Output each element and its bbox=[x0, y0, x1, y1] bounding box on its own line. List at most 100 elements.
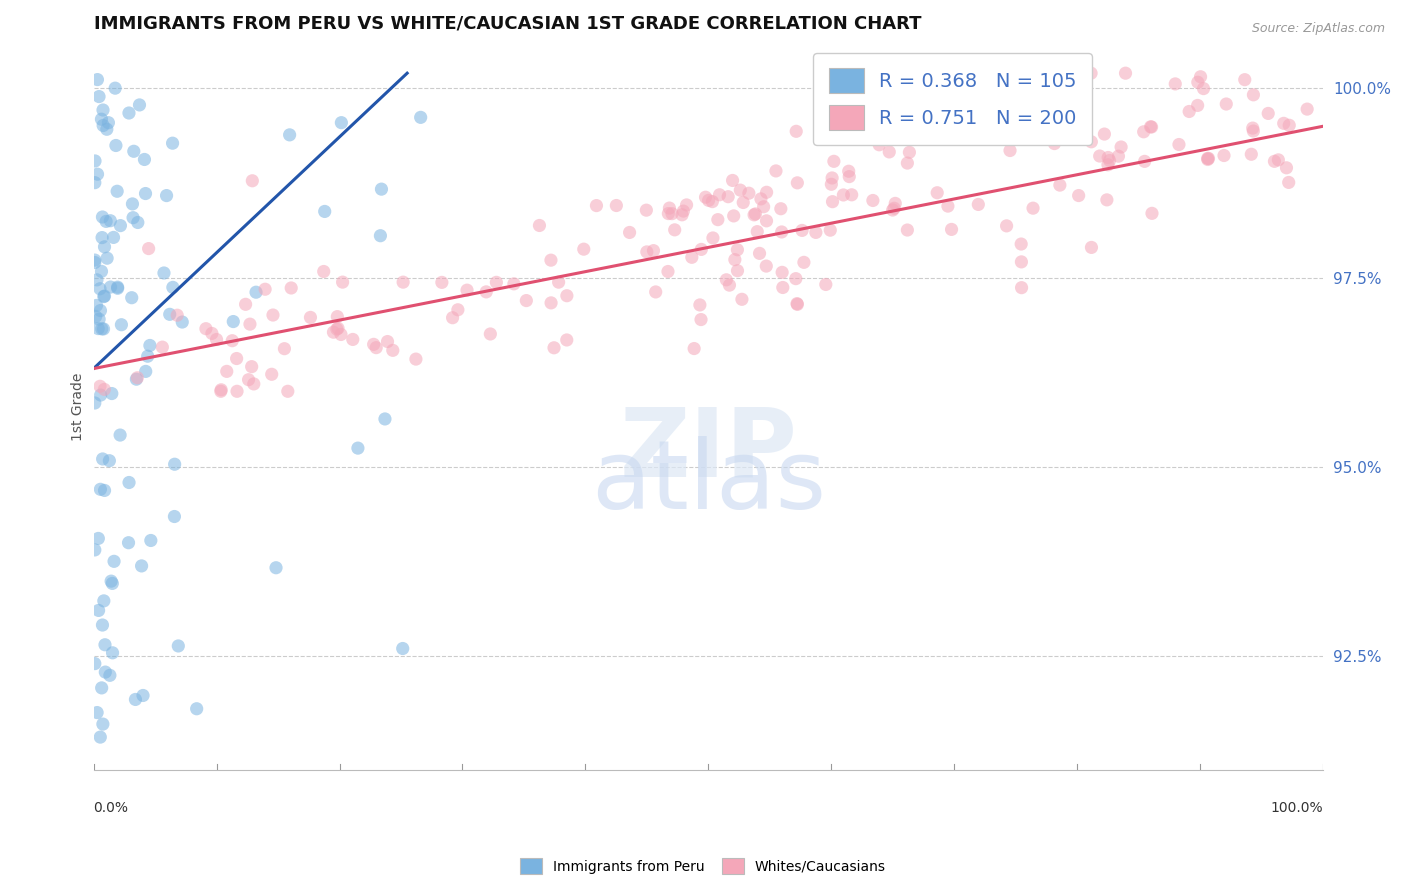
Point bbox=[572, 242, 595, 256]
Point bbox=[718, 278, 741, 293]
Text: 0.0%: 0.0% bbox=[94, 800, 128, 814]
Point bbox=[804, 226, 827, 240]
Point bbox=[475, 285, 498, 299]
Point bbox=[658, 201, 681, 215]
Point bbox=[724, 252, 747, 267]
Text: 100.0%: 100.0% bbox=[1271, 800, 1323, 814]
Point bbox=[221, 334, 243, 348]
Point bbox=[786, 296, 808, 310]
Point bbox=[90, 681, 112, 695]
Point bbox=[86, 72, 108, 87]
Point bbox=[110, 318, 132, 332]
Point bbox=[709, 187, 731, 202]
Point bbox=[1296, 102, 1319, 116]
Point bbox=[366, 341, 388, 355]
Point bbox=[91, 618, 114, 632]
Point bbox=[1241, 87, 1264, 102]
Point bbox=[342, 333, 364, 347]
Point bbox=[820, 223, 842, 237]
Point bbox=[936, 199, 959, 213]
Point bbox=[515, 293, 537, 308]
Point bbox=[547, 275, 569, 289]
Point bbox=[1275, 161, 1298, 175]
Point bbox=[215, 364, 238, 378]
Point bbox=[245, 285, 267, 300]
Point bbox=[155, 188, 177, 202]
Point bbox=[723, 209, 745, 223]
Point bbox=[122, 211, 145, 225]
Point bbox=[86, 273, 108, 287]
Point bbox=[1010, 255, 1032, 269]
Point bbox=[98, 213, 121, 227]
Point bbox=[1278, 118, 1301, 132]
Point bbox=[121, 291, 143, 305]
Point bbox=[209, 383, 232, 397]
Point bbox=[405, 352, 427, 367]
Point bbox=[1008, 103, 1031, 117]
Point bbox=[86, 706, 108, 720]
Point bbox=[127, 215, 149, 229]
Point bbox=[90, 112, 112, 127]
Point bbox=[1022, 201, 1045, 215]
Point bbox=[136, 349, 159, 363]
Point bbox=[391, 641, 413, 656]
Point bbox=[101, 576, 124, 591]
Point bbox=[122, 145, 145, 159]
Point bbox=[941, 222, 963, 236]
Point bbox=[1095, 193, 1118, 207]
Point bbox=[1198, 152, 1220, 166]
Point bbox=[503, 277, 526, 291]
Point bbox=[749, 192, 772, 206]
Point bbox=[91, 103, 114, 117]
Point bbox=[326, 321, 349, 335]
Point bbox=[93, 322, 115, 336]
Point bbox=[273, 342, 295, 356]
Point bbox=[636, 244, 658, 259]
Point bbox=[1080, 66, 1102, 80]
Point bbox=[479, 326, 502, 341]
Point bbox=[243, 376, 266, 391]
Point bbox=[447, 302, 470, 317]
Point bbox=[1010, 237, 1032, 252]
Point bbox=[162, 280, 184, 294]
Point bbox=[91, 210, 114, 224]
Point bbox=[1140, 120, 1163, 134]
Point bbox=[93, 290, 115, 304]
Point bbox=[205, 333, 228, 347]
Point bbox=[90, 388, 112, 402]
Point bbox=[785, 271, 807, 285]
Point bbox=[262, 308, 284, 322]
Point bbox=[222, 314, 245, 328]
Point bbox=[1267, 153, 1289, 167]
Point bbox=[83, 176, 105, 190]
Point bbox=[240, 359, 263, 374]
Text: IMMIGRANTS FROM PERU VS WHITE/CAUCASIAN 1ST GRADE CORRELATION CHART: IMMIGRANTS FROM PERU VS WHITE/CAUCASIAN … bbox=[94, 15, 921, 33]
Point bbox=[132, 689, 155, 703]
Point bbox=[121, 197, 143, 211]
Point bbox=[381, 343, 404, 358]
Point bbox=[1097, 158, 1119, 172]
Point bbox=[89, 483, 111, 497]
Point bbox=[240, 174, 263, 188]
Point bbox=[770, 225, 793, 239]
Point bbox=[690, 243, 713, 257]
Point bbox=[636, 203, 658, 218]
Point bbox=[1215, 97, 1237, 112]
Point bbox=[1115, 66, 1137, 80]
Point bbox=[118, 475, 141, 490]
Point bbox=[1189, 70, 1212, 84]
Point bbox=[330, 116, 353, 130]
Point bbox=[97, 116, 120, 130]
Point bbox=[139, 338, 162, 352]
Point bbox=[1278, 176, 1301, 190]
Point bbox=[543, 341, 565, 355]
Point bbox=[786, 176, 808, 190]
Point bbox=[1197, 153, 1219, 167]
Point bbox=[742, 208, 765, 222]
Point bbox=[664, 223, 686, 237]
Point bbox=[1257, 106, 1279, 120]
Point bbox=[103, 554, 125, 568]
Point bbox=[91, 230, 114, 244]
Point bbox=[529, 219, 551, 233]
Point bbox=[1140, 206, 1163, 220]
